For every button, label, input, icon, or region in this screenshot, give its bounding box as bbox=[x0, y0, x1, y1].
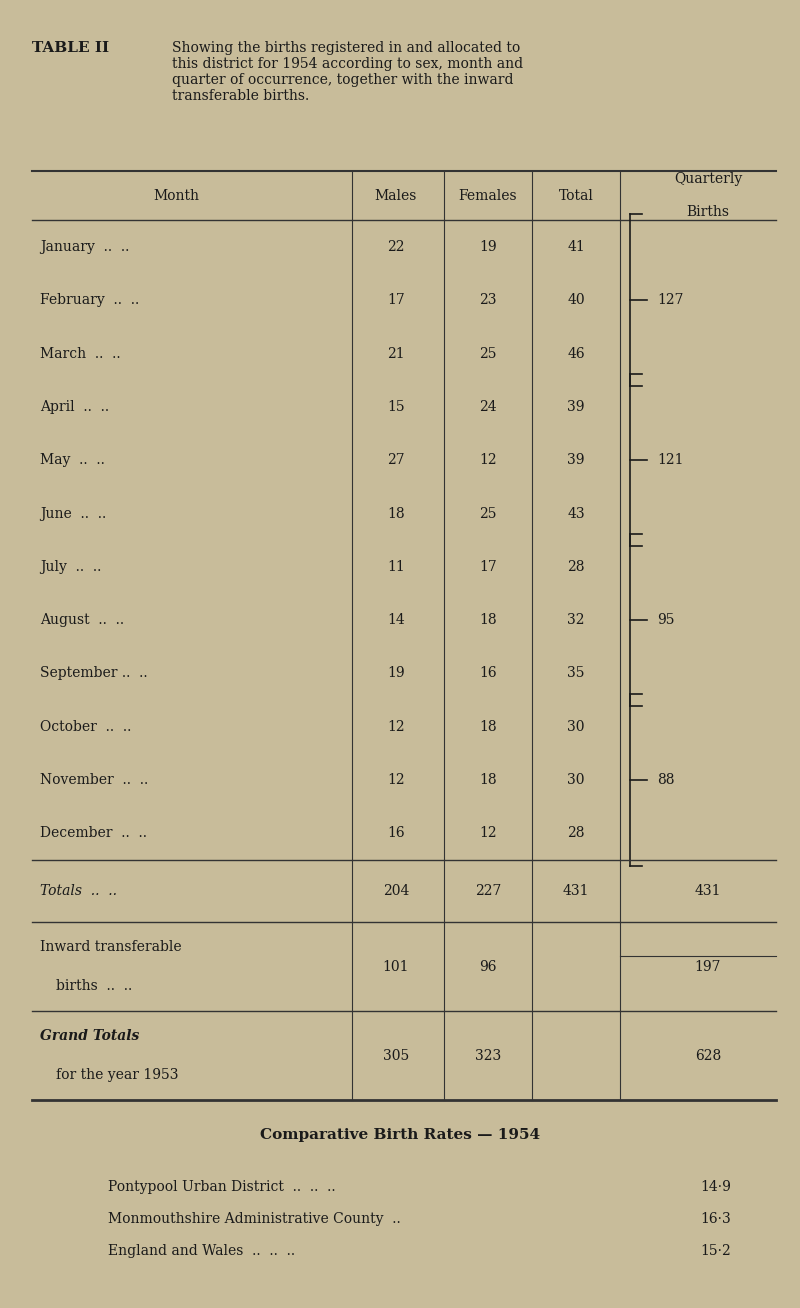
Text: 18: 18 bbox=[479, 719, 497, 734]
Text: 431: 431 bbox=[694, 884, 722, 899]
Text: August  ..  ..: August .. .. bbox=[40, 613, 124, 627]
Text: July  ..  ..: July .. .. bbox=[40, 560, 102, 574]
Text: 40: 40 bbox=[567, 293, 585, 307]
Text: 28: 28 bbox=[567, 827, 585, 841]
Text: Showing the births registered in and allocated to
this district for 1954 accordi: Showing the births registered in and all… bbox=[172, 41, 523, 103]
Text: 25: 25 bbox=[479, 347, 497, 361]
Text: 197: 197 bbox=[694, 960, 722, 973]
Text: Inward transferable: Inward transferable bbox=[40, 939, 182, 954]
Text: Births: Births bbox=[686, 204, 730, 218]
Text: 127: 127 bbox=[658, 293, 684, 307]
Text: 101: 101 bbox=[382, 960, 410, 973]
Text: 17: 17 bbox=[387, 293, 405, 307]
Text: 28: 28 bbox=[567, 560, 585, 574]
Text: 96: 96 bbox=[479, 960, 497, 973]
Text: 25: 25 bbox=[479, 506, 497, 521]
Text: 14: 14 bbox=[387, 613, 405, 627]
Text: 22: 22 bbox=[387, 239, 405, 254]
Text: TABLE II: TABLE II bbox=[32, 41, 109, 55]
Text: November  ..  ..: November .. .. bbox=[40, 773, 148, 787]
Text: 24: 24 bbox=[479, 400, 497, 413]
Text: 35: 35 bbox=[567, 667, 585, 680]
Text: 305: 305 bbox=[383, 1049, 409, 1062]
Text: 11: 11 bbox=[387, 560, 405, 574]
Text: 19: 19 bbox=[387, 667, 405, 680]
Text: February  ..  ..: February .. .. bbox=[40, 293, 139, 307]
Text: September ..  ..: September .. .. bbox=[40, 667, 148, 680]
Text: 30: 30 bbox=[567, 719, 585, 734]
Text: 431: 431 bbox=[562, 884, 590, 899]
Text: 12: 12 bbox=[479, 827, 497, 841]
Text: 15: 15 bbox=[387, 400, 405, 413]
Text: 95: 95 bbox=[658, 613, 675, 627]
Text: 39: 39 bbox=[567, 400, 585, 413]
Text: 14·9: 14·9 bbox=[700, 1180, 731, 1194]
Text: 16·3: 16·3 bbox=[700, 1213, 730, 1226]
Text: 12: 12 bbox=[387, 719, 405, 734]
Text: 30: 30 bbox=[567, 773, 585, 787]
Text: May  ..  ..: May .. .. bbox=[40, 453, 105, 467]
Text: 204: 204 bbox=[383, 884, 409, 899]
Text: Comparative Birth Rates — 1954: Comparative Birth Rates — 1954 bbox=[260, 1127, 540, 1142]
Text: 19: 19 bbox=[479, 239, 497, 254]
Text: births  ..  ..: births .. .. bbox=[56, 980, 132, 993]
Text: January  ..  ..: January .. .. bbox=[40, 239, 130, 254]
Text: 12: 12 bbox=[479, 453, 497, 467]
Text: 23: 23 bbox=[479, 293, 497, 307]
Text: Quarterly: Quarterly bbox=[674, 173, 742, 187]
Text: 16: 16 bbox=[387, 827, 405, 841]
Text: June  ..  ..: June .. .. bbox=[40, 506, 106, 521]
Text: 323: 323 bbox=[475, 1049, 501, 1062]
Text: 18: 18 bbox=[479, 613, 497, 627]
Text: 17: 17 bbox=[479, 560, 497, 574]
Text: October  ..  ..: October .. .. bbox=[40, 719, 131, 734]
Text: 15·2: 15·2 bbox=[700, 1244, 730, 1258]
Text: December  ..  ..: December .. .. bbox=[40, 827, 147, 841]
Text: for the year 1953: for the year 1953 bbox=[56, 1069, 178, 1083]
Text: 43: 43 bbox=[567, 506, 585, 521]
Text: England and Wales  ..  ..  ..: England and Wales .. .. .. bbox=[108, 1244, 295, 1258]
Text: Pontypool Urban District  ..  ..  ..: Pontypool Urban District .. .. .. bbox=[108, 1180, 336, 1194]
Text: 16: 16 bbox=[479, 667, 497, 680]
Text: 18: 18 bbox=[479, 773, 497, 787]
Text: 32: 32 bbox=[567, 613, 585, 627]
Text: 227: 227 bbox=[475, 884, 501, 899]
Text: Grand Totals: Grand Totals bbox=[40, 1029, 139, 1042]
Text: 121: 121 bbox=[658, 453, 684, 467]
Text: Total: Total bbox=[558, 188, 594, 203]
Text: April  ..  ..: April .. .. bbox=[40, 400, 109, 413]
Text: 46: 46 bbox=[567, 347, 585, 361]
Text: 41: 41 bbox=[567, 239, 585, 254]
Text: March  ..  ..: March .. .. bbox=[40, 347, 121, 361]
Text: Totals  ..  ..: Totals .. .. bbox=[40, 884, 117, 899]
Text: 12: 12 bbox=[387, 773, 405, 787]
Text: Males: Males bbox=[375, 188, 417, 203]
Text: 39: 39 bbox=[567, 453, 585, 467]
Text: Females: Females bbox=[458, 188, 518, 203]
Text: 628: 628 bbox=[695, 1049, 721, 1062]
Text: 21: 21 bbox=[387, 347, 405, 361]
Text: 27: 27 bbox=[387, 453, 405, 467]
Text: 88: 88 bbox=[658, 773, 675, 787]
Text: Monmouthshire Administrative County  ..: Monmouthshire Administrative County .. bbox=[108, 1213, 401, 1226]
Text: Month: Month bbox=[153, 188, 199, 203]
Text: 18: 18 bbox=[387, 506, 405, 521]
